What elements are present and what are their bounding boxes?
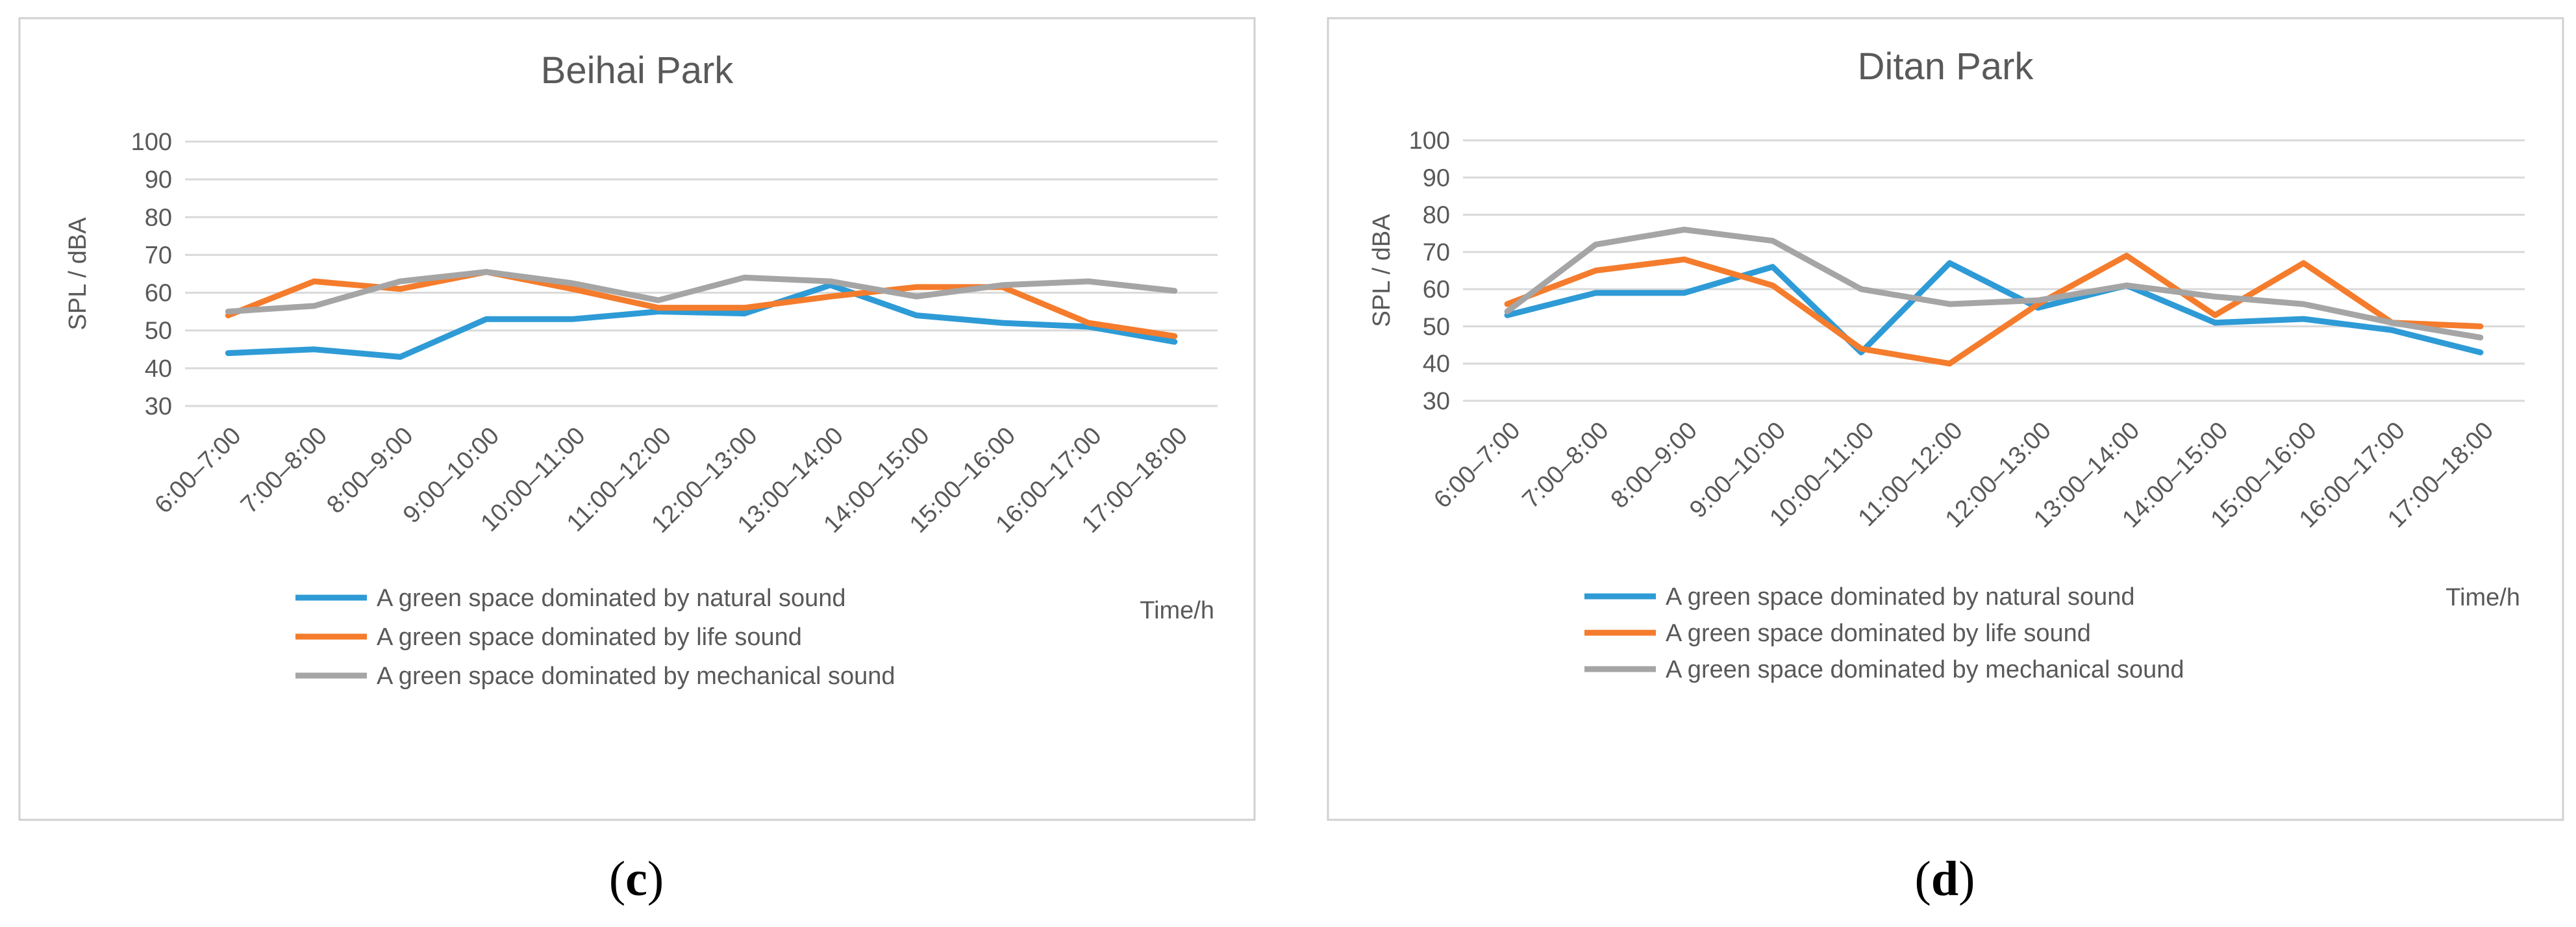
y-tick-label: 60: [1423, 276, 1450, 303]
panel-label-c: c: [625, 852, 647, 906]
y-tick-label: 100: [131, 129, 172, 156]
y-tick-label: 90: [1423, 164, 1450, 192]
chart-title: Beihai Park: [541, 49, 734, 92]
y-tick-label: 50: [1423, 313, 1450, 340]
legend-label-2: A green space dominated by mechanical so…: [377, 663, 895, 690]
legend-label-1: A green space dominated by life sound: [1666, 620, 2091, 647]
panel-label-d: d: [1931, 852, 1959, 906]
y-tick-label: 70: [1423, 239, 1450, 266]
chart-panel-c: Beihai Park 30 40 50 60 70 80 90 100 SPL / dBA 6:0…: [0, 0, 1273, 927]
x-axis-title: Time/h: [2445, 584, 2520, 611]
chart-panel-d: Ditan Park 30 40 50 60 70 80 90 100 SPL / dBA 6:00…: [1308, 0, 2576, 927]
chart-frame: [18, 17, 1256, 821]
y-tick-label: 40: [1423, 351, 1450, 378]
y-axis-title: SPL / dBA: [64, 217, 92, 331]
series-line-0: [225, 282, 1178, 360]
y-tick-label: 60: [145, 280, 172, 307]
y-tick-label: 50: [145, 318, 172, 345]
y-tick-label: 30: [145, 393, 172, 420]
chart-title: Ditan Park: [1858, 45, 2034, 88]
series-line-2: [1504, 227, 2484, 341]
y-tick-label: 40: [145, 355, 172, 383]
y-tick-label: 80: [1423, 202, 1450, 229]
panel-caption-c: (c): [608, 852, 664, 906]
y-tick-label: 100: [1409, 127, 1450, 155]
series-line-2: [225, 269, 1178, 315]
x-axis-title: Time/h: [1140, 597, 1214, 624]
y-axis-title: SPL / dBA: [1368, 214, 1395, 327]
legend-label-0: A green space dominated by natural sound: [1666, 583, 2135, 611]
legend-label-1: A green space dominated by life sound: [377, 624, 802, 651]
series-line-0: [1504, 260, 2484, 355]
legend-label-0: A green space dominated by natural sound: [377, 585, 846, 612]
legend-label-2: A green space dominated by mechanical so…: [1666, 656, 2184, 683]
y-tick-label: 70: [145, 242, 172, 269]
chart-frame: [1327, 17, 2564, 821]
y-tick-label: 30: [1423, 388, 1450, 415]
y-tick-label: 90: [145, 166, 172, 194]
series-line-1: [1504, 253, 2484, 367]
panel-caption-d: (d): [1914, 852, 1975, 906]
y-tick-label: 80: [145, 204, 172, 231]
